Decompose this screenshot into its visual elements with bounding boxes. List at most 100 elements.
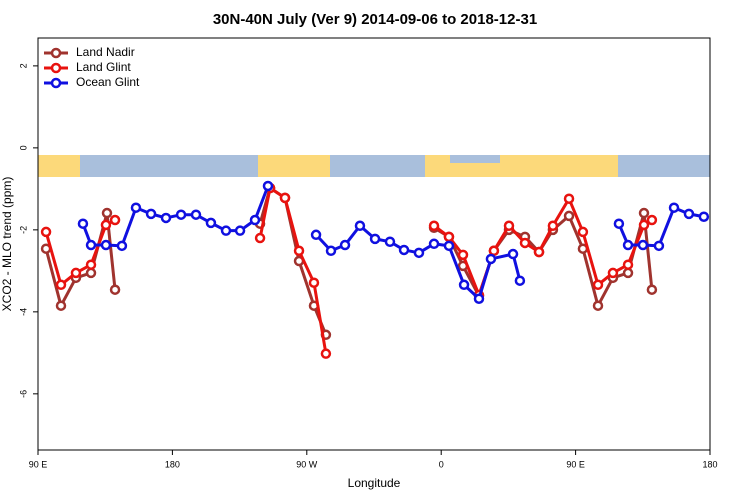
data-point [683,208,695,220]
data-point [413,247,425,259]
data-point [533,246,545,258]
data-point [622,259,634,270]
data-point [668,202,680,213]
data-point [369,233,381,245]
data-point [646,214,658,226]
data-point [234,225,246,236]
data-point [622,267,634,279]
plot-frame [37,37,711,451]
x-tick-label: 90 W [296,459,318,469]
chart-title: 30N-40N July (Ver 9) 2014-09-06 to 2018-… [213,11,537,28]
x-tick-label: 180 [702,459,717,469]
map-strip [38,155,710,177]
legend-label: Land Nadir [76,45,135,59]
y-tick-label: -6 [18,390,28,398]
data-point [592,279,604,291]
legend-marker [50,77,62,89]
legend-label: Ocean Glint [76,75,140,89]
data-point [485,253,497,265]
y-tick-label: 0 [18,145,28,150]
data-point [220,225,232,236]
data-point [428,220,440,232]
data-point [592,300,604,311]
data-point [116,240,128,252]
data-point [85,239,97,251]
data-point [638,207,650,219]
data-point [563,210,575,222]
data-point [398,244,410,256]
data-point [443,231,455,243]
data-point [55,279,67,291]
data-point [547,220,559,232]
data-point [85,259,97,270]
data-point [310,229,322,241]
data-point [653,240,665,252]
legend-marker [50,47,62,59]
land-patch [500,155,618,177]
data-point [100,239,112,251]
data-point [577,226,589,238]
data-point [563,193,575,204]
series-line [44,186,653,354]
data-point [85,267,97,279]
data-point [638,219,650,231]
x-tick-label: 180 [165,459,180,469]
land-patch [425,155,450,177]
data-point [130,202,142,213]
data-point [190,209,202,220]
data-point [488,245,500,257]
data-point [519,237,531,249]
land-patch [450,163,500,177]
data-point [145,208,157,220]
data-point [262,180,274,192]
x-tick-label: 90 E [29,459,48,469]
data-point [77,218,89,229]
data-point [428,238,440,250]
data-point [109,214,121,226]
data-point [503,220,515,232]
data-point [249,214,261,226]
data-point [175,209,187,220]
data-point [514,275,526,286]
x-tick-label: 90 E [566,459,585,469]
data-point [613,218,625,229]
data-point [637,239,649,251]
data-point [354,220,366,232]
data-point [100,219,112,231]
data-point [320,348,332,359]
land-patch [38,155,80,177]
data-point [607,267,619,279]
data-point [698,211,710,222]
y-axis-label: XCO2 - MLO trend (ppm) [0,177,14,312]
data-point [507,248,519,260]
data-point [473,293,485,304]
data-point [646,284,658,295]
data-point [325,245,337,257]
y-tick-label: -4 [18,308,28,316]
x-axis-label: Longitude [348,476,401,490]
y-tick-label: 2 [18,63,28,68]
data-point [458,279,470,291]
land-patch [258,155,330,177]
data-point [622,239,634,251]
data-point [254,232,266,244]
data-point [384,236,396,247]
data-point [443,240,455,252]
data-point [55,300,67,311]
legend-label: Land Glint [76,60,131,74]
data-point [101,207,113,219]
data-point [70,267,82,279]
data-point [293,245,305,257]
data-point [40,226,52,238]
x-tick-label: 0 [439,459,444,469]
data-point [457,249,469,261]
data-point [279,192,291,204]
data-point [160,212,172,224]
data-point [339,239,351,251]
data-point [205,217,217,229]
legend-marker [50,62,62,74]
y-tick-label: -2 [18,226,28,234]
data-point [109,284,121,295]
data-point [308,277,320,288]
